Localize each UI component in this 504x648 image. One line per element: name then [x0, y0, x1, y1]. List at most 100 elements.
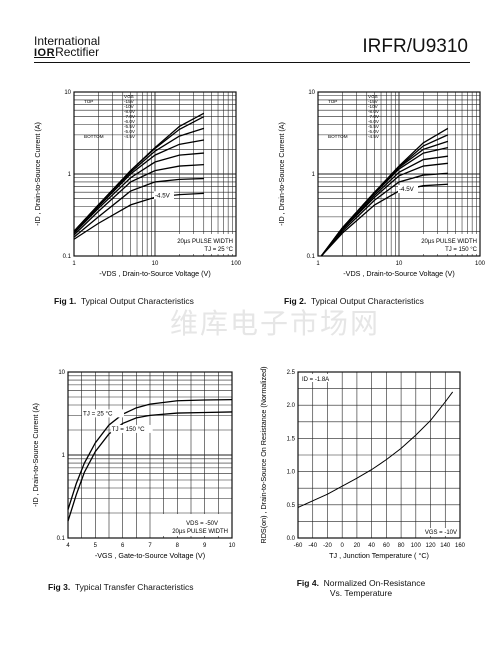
- fig4-y-tick-label: 1.0: [287, 470, 296, 476]
- fig2-curve-label-bg: [398, 185, 418, 194]
- fig3-chart: 4 5 6 7 8 9 10 0.1 1 10 -VGS , Gate-to-Source Volt…: [31, 370, 236, 560]
- fig3-x-tick-label: 8: [176, 543, 180, 549]
- fig4-y-tick-label: 1.5: [287, 436, 296, 442]
- fig2-y-tick-label: 10: [308, 90, 315, 96]
- fig2-series-line: [320, 172, 448, 257]
- fig3-x-tick-label: 7: [148, 543, 152, 549]
- fig4-y-tick-label: 2.5: [287, 370, 296, 376]
- fig1-note-pulse: 20µs PULSE WIDTH: [177, 239, 233, 245]
- company-rectifier: Rectifier: [55, 45, 100, 59]
- fig2-series-line: [320, 162, 448, 257]
- fig2-legend-entry: -4.5V: [368, 134, 380, 139]
- fig1-legend-entry: -15V: [124, 99, 135, 104]
- fig1-series-line: [73, 177, 204, 238]
- fig1-y-tick-label: 1: [68, 172, 72, 178]
- fig2-legend-entry: -15V: [368, 99, 379, 104]
- fig3-series-line: [67, 411, 233, 522]
- fig1-series-line: [73, 139, 204, 234]
- fig3-caption: Fig 3. Typical Transfer Characteristics: [48, 582, 194, 592]
- fig2-caption: Fig 2. Typical Output Characteristics: [284, 296, 424, 306]
- fig3-y-tick-label: 10: [58, 370, 65, 376]
- fig4-note-id: ID = -1.8A: [302, 377, 329, 383]
- fig2-y-tick-label: 0.1: [307, 254, 316, 260]
- fig3-x-tick-label: 4: [66, 543, 70, 549]
- fig3-x-tick-label: 5: [94, 543, 98, 549]
- fig1-legend-entry: -4.5V: [124, 134, 136, 139]
- fig2-legend-entry: -5.5V: [368, 124, 380, 129]
- part-number: IRFR/U9310: [362, 36, 468, 57]
- fig4-x-tick-label: 100: [411, 543, 422, 549]
- fig2-legend-top: TOP: [328, 99, 337, 104]
- fig1-y-tick-label: 0.1: [63, 254, 72, 260]
- fig4-plot-frame: [297, 371, 461, 539]
- fig3-note-pulse: 20µs PULSE WIDTH: [172, 529, 228, 535]
- fig2-legend-entry: -6.0V: [368, 119, 380, 124]
- fig1-note-bg: [164, 234, 234, 254]
- fig4-x-tick-label: -20: [323, 543, 332, 549]
- fig2-legend-entry: -10V: [368, 104, 379, 109]
- fig1-series-line: [73, 127, 204, 232]
- fig1-legend-entry: -5.5V: [124, 124, 136, 129]
- fig4-y-axis-label: RDS(on) , Drain-to-Source On Resistance …: [259, 367, 268, 544]
- fig3-plot-frame: [67, 371, 233, 539]
- fig4-chart: -60 -40 -20 0 20 40 60 80 100 120 140 160 0.0 0.5 1.0 1…: [259, 367, 466, 560]
- fig1-series-line: [73, 192, 204, 240]
- fig2-legend-entry: -7.0V: [368, 114, 380, 119]
- fig4-note-vgs: VGS = -10V: [425, 530, 457, 536]
- fig1-legend-entry: -7.0V: [124, 114, 136, 119]
- fig3-x-tick-label: 6: [121, 543, 125, 549]
- fig3-x-axis-label: -VGS , Gate-to-Source Voltage (V): [95, 551, 205, 560]
- fig4-y-tick-label: 0.0: [287, 536, 296, 542]
- fig4-x-tick-label: 60: [383, 543, 390, 549]
- fig2-x-tick-label: 1: [316, 261, 320, 267]
- fig1-plot-frame: [73, 91, 237, 257]
- fig2-legend-entry: -5.0V: [368, 129, 380, 134]
- fig4-note-bg: [300, 374, 336, 382]
- fig2-note-pulse: 20µs PULSE WIDTH: [421, 239, 477, 245]
- fig1-legend-entry: -10V: [124, 104, 135, 109]
- fig2-x-tick-label: 100: [475, 261, 486, 267]
- fig1-x-axis-label: -VDS , Drain-to-Source Voltage (V): [99, 269, 210, 278]
- fig2-legend-title: VGS: [368, 94, 378, 99]
- fig1-x-tick-label: 1: [72, 261, 76, 267]
- fig3-series-label: TJ = 25 °C: [83, 410, 113, 417]
- fig4-x-tick-label: 20: [354, 543, 361, 549]
- fig4-series-line: [297, 391, 454, 508]
- fig1-note-tj: TJ = 25 °C: [204, 247, 233, 253]
- fig4-caption: Fig 4. Normalized On-Resistance Vs. Temp…: [286, 578, 436, 598]
- fig1-legend-entry: -5.0V: [124, 129, 136, 134]
- fig4-number: Fig 4.: [296, 578, 319, 588]
- fig2-caption-text: Typical Output Characteristics: [310, 296, 424, 306]
- fig2-series-line: [320, 183, 448, 257]
- fig4-note2-bg: [418, 528, 458, 536]
- fig2-y-tick-label: 1: [312, 172, 316, 178]
- watermark: 维库电子市场网: [170, 307, 381, 340]
- fig3-y-tick-label: 0.1: [57, 536, 66, 542]
- fig4-x-axis-label: TJ , Junction Temperature ( °C): [329, 551, 429, 560]
- header-company: International IORRectifier: [34, 35, 100, 59]
- fig4-caption-line2: Vs. Temperature: [329, 588, 393, 598]
- fig2-series-line: [320, 146, 448, 257]
- fig3-note-bg: [158, 514, 230, 536]
- fig2-note-tj: TJ = 150 °C: [445, 247, 478, 253]
- fig3-series-label-bg: [110, 424, 153, 433]
- header-rule: [34, 62, 470, 63]
- fig3-y-axis-label: -ID , Drain-to-Source Current (A): [31, 403, 40, 507]
- fig4-x-tick-label: 40: [368, 543, 375, 549]
- fig4-y-tick-label: 2.0: [287, 403, 296, 409]
- fig4-y-tick-label: 0.5: [287, 503, 296, 509]
- fig1-number: Fig 1.: [54, 296, 77, 306]
- fig3-x-tick-label: 9: [203, 543, 207, 549]
- fig3-caption-text: Typical Transfer Characteristics: [74, 582, 194, 592]
- fig1-series-line: [73, 164, 204, 236]
- fig3-number: Fig 3.: [48, 582, 71, 592]
- fig3-series-label-bg: [82, 409, 125, 418]
- company-subline: IORRectifier: [34, 45, 100, 59]
- fig3-note-vds: VDS = -50V: [186, 521, 218, 527]
- fig2-legend-entry: -8.0V: [368, 109, 380, 114]
- fig1-caption: Fig 1. Typical Output Characteristics: [54, 296, 194, 306]
- fig1-y-tick-label: 10: [64, 90, 71, 96]
- fig3-y-tick-label: 1: [62, 453, 66, 459]
